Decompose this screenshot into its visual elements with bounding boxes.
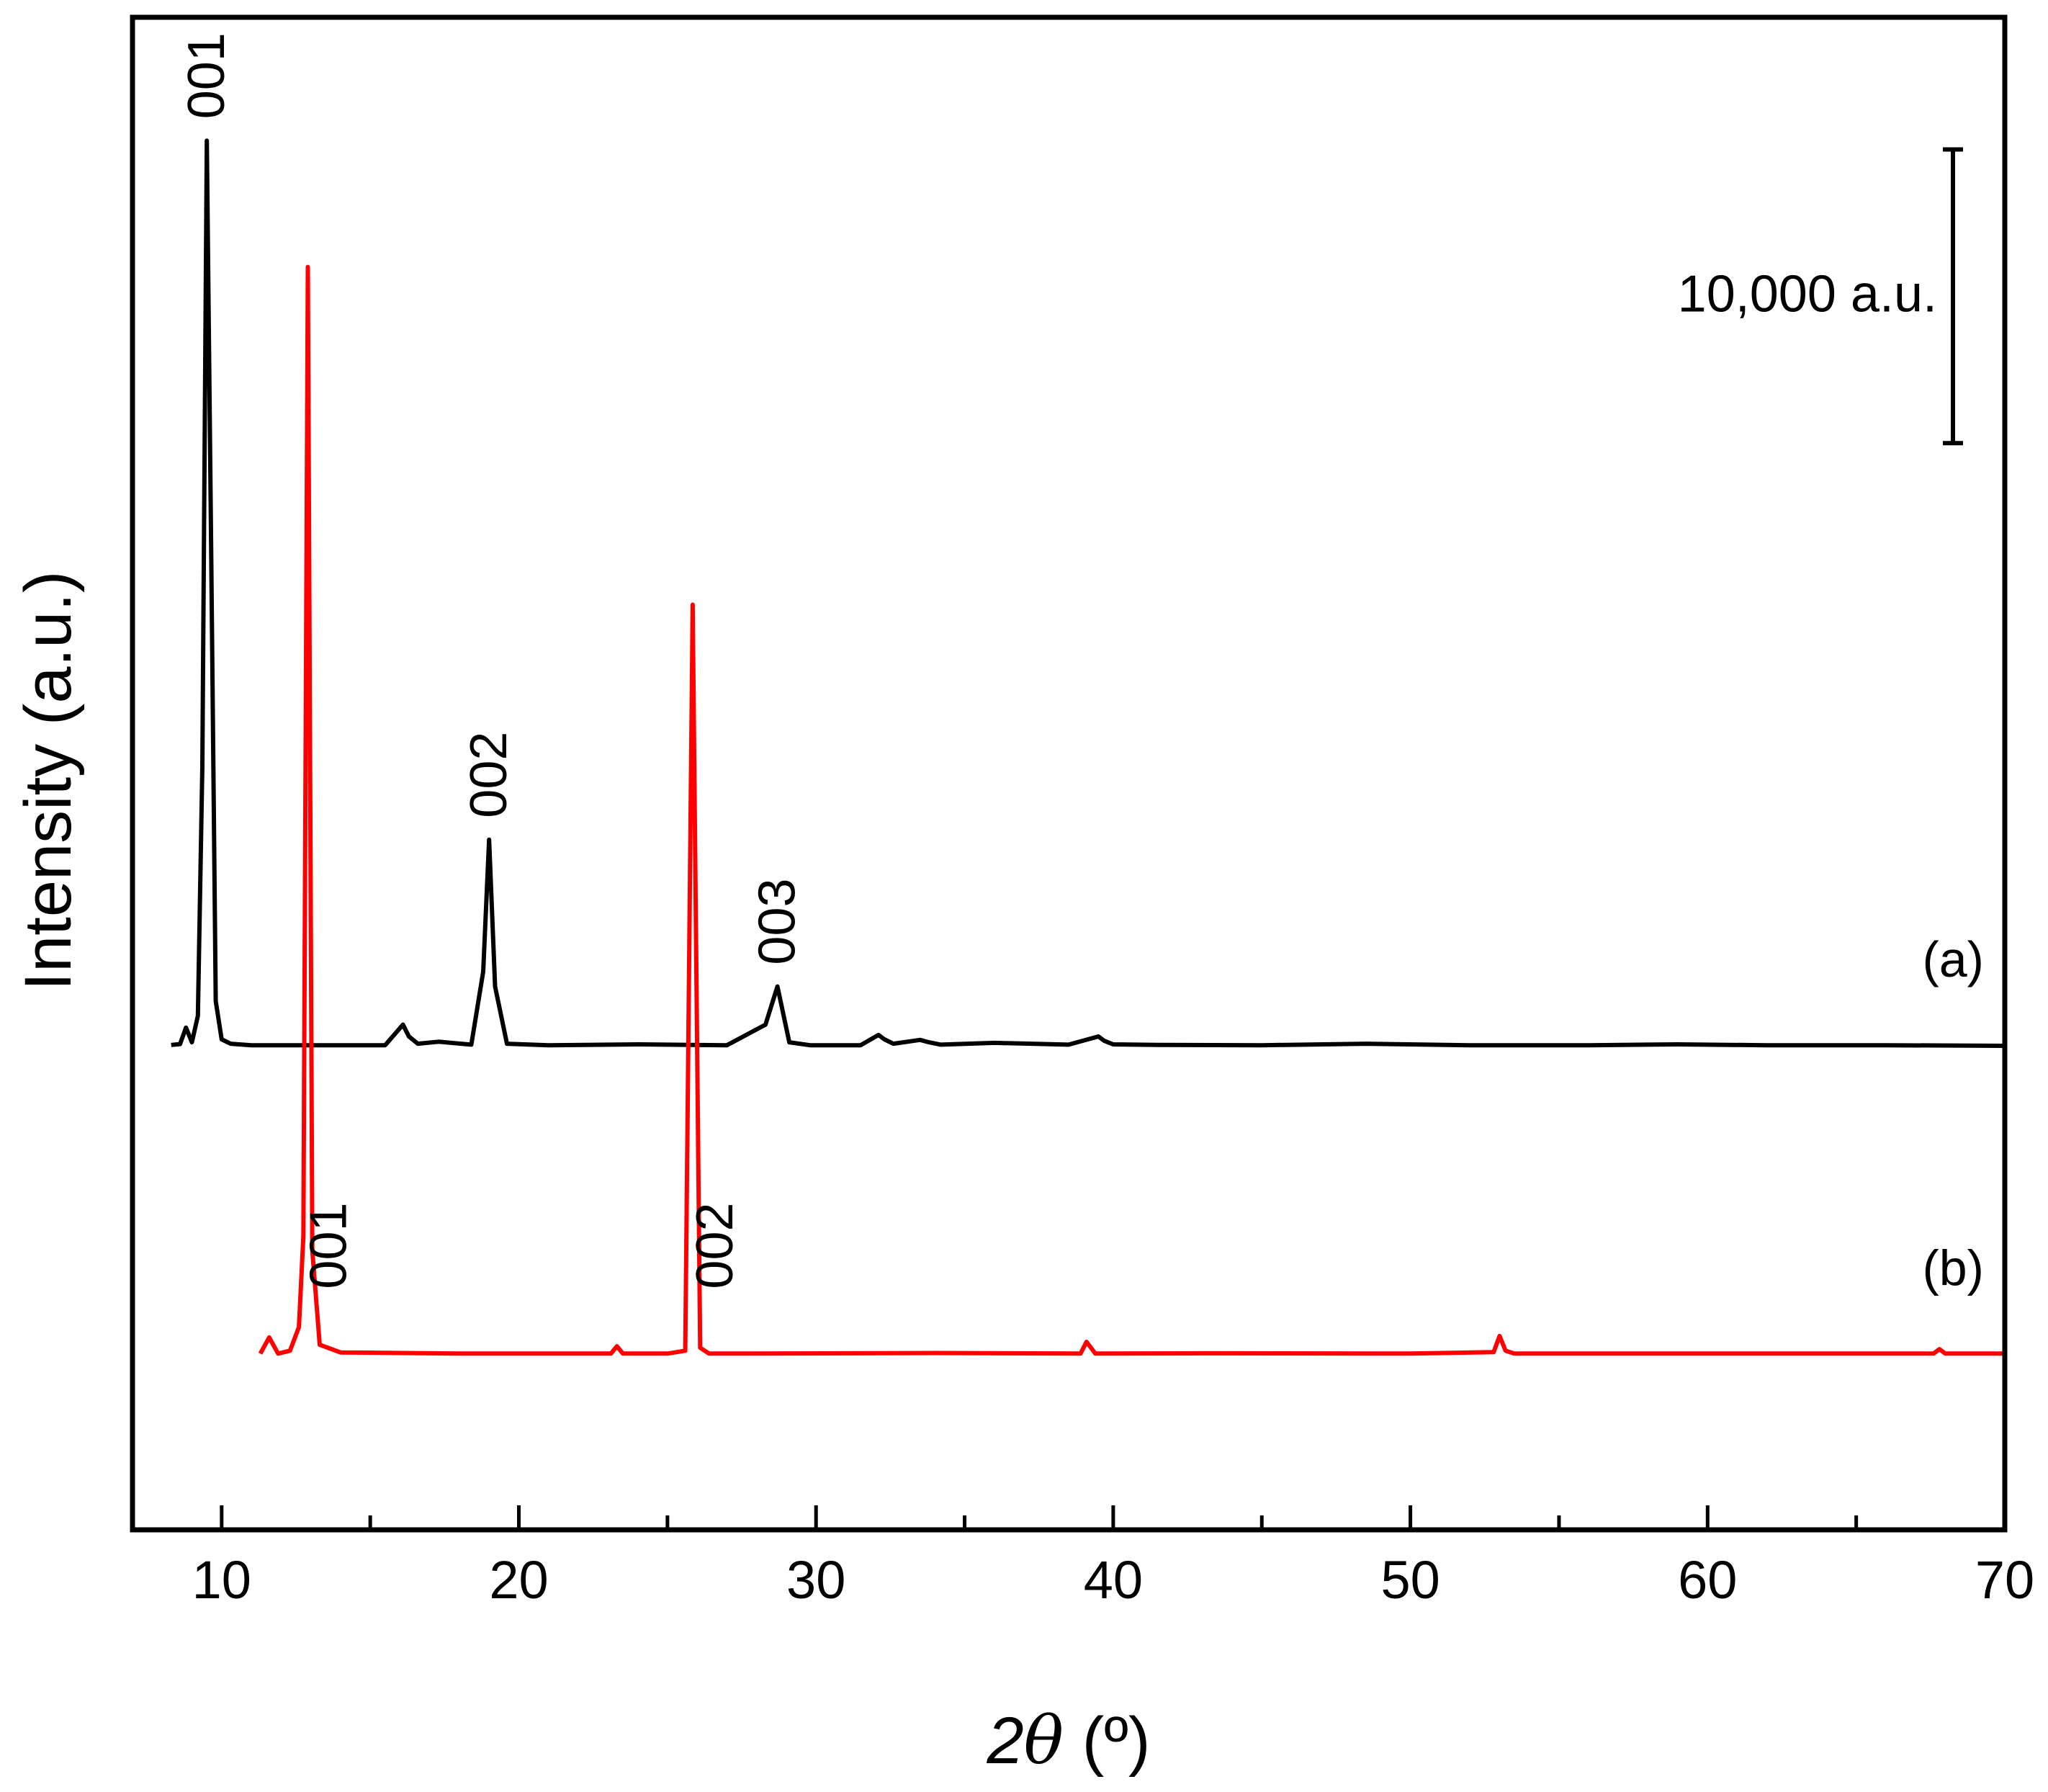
x-axis-label: 2θ (º): [987, 1702, 1151, 1779]
x-axis-label-prefix: 2: [987, 1704, 1024, 1778]
scale-bar-label: 10,000 a.u.: [1678, 265, 1937, 323]
y-axis-label: Intensity (a.u.): [12, 571, 85, 991]
peak-label-002-a: 002: [460, 732, 518, 818]
series-line-b: [258, 264, 2005, 1356]
x-axis-ticks: 10 20 30 40 50 60 70: [192, 1505, 2034, 1610]
x-tick-label: 50: [1380, 1550, 1440, 1610]
x-tick-label: 40: [1084, 1550, 1143, 1610]
plot-frame: [130, 14, 2008, 1533]
x-tick-label: 60: [1678, 1550, 1737, 1610]
peak-label-002-b: 002: [686, 1202, 744, 1289]
x-axis-label-symbol: θ: [1024, 1702, 1064, 1779]
peak-label-003-a: 003: [749, 878, 807, 964]
peak-label-001-b: 001: [300, 1202, 357, 1289]
peak-label-001-a: 001: [178, 32, 235, 119]
x-tick-label: 70: [1975, 1550, 2034, 1610]
series-line-a: [171, 138, 2006, 1048]
series-label-a: (a): [1922, 931, 1984, 987]
scale-bar: 10,000 a.u.: [1678, 147, 1963, 446]
x-tick-label: 30: [786, 1550, 845, 1610]
series-label-b: (b): [1922, 1240, 1984, 1296]
x-tick-label: 20: [489, 1550, 548, 1610]
x-tick-label: 10: [192, 1550, 251, 1610]
series-layer: (a) (b): [171, 138, 2006, 1356]
annotation-layer: 001 002 003 001 002: [178, 32, 806, 1289]
x-axis-label-unit: (º): [1064, 1704, 1150, 1778]
